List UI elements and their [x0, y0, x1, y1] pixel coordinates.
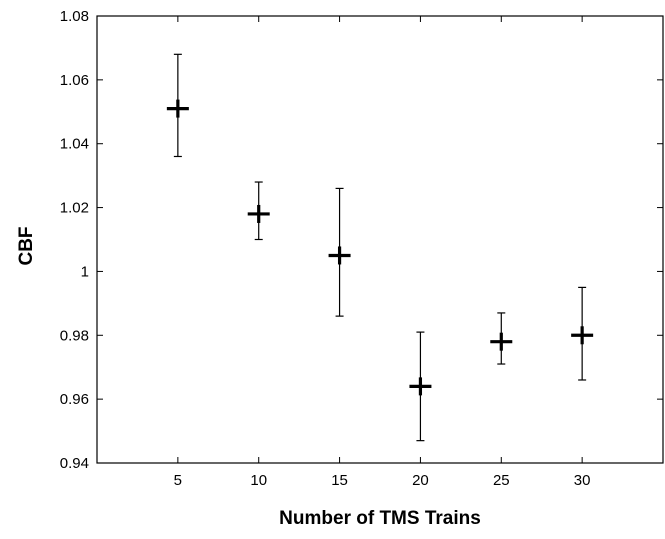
data-point — [328, 187, 351, 317]
x-tick-label: 10 — [250, 472, 267, 489]
y-tick-label: 1.02 — [60, 200, 89, 217]
y-tick-label: 0.98 — [60, 327, 89, 344]
y-tick-label: 1 — [81, 263, 89, 280]
y-tick-label: 0.96 — [60, 391, 89, 408]
plot-frame — [96, 15, 664, 464]
x-tick-label: 5 — [174, 472, 182, 489]
x-tick-label: 25 — [493, 472, 510, 489]
axes — [96, 15, 664, 464]
x-axis-title: Number of TMS Trains — [279, 508, 481, 529]
x-tick-label: 30 — [574, 472, 591, 489]
y-tick-label: 0.94 — [60, 455, 89, 472]
data-point — [490, 312, 513, 365]
data-point — [166, 53, 189, 158]
data-point — [571, 286, 594, 381]
y-tick-label: 1.04 — [60, 136, 89, 153]
data-marks — [166, 53, 594, 442]
x-tick-label: 15 — [331, 472, 348, 489]
data-point — [247, 181, 270, 241]
tick-marks — [97, 15, 663, 464]
x-tick-label: 20 — [412, 472, 429, 489]
y-tick-label: 1.06 — [60, 72, 89, 89]
y-axis-title: CBF — [16, 226, 37, 265]
y-tick-label: 1.08 — [60, 8, 89, 25]
data-point — [409, 331, 432, 442]
tick-labels: 5 10 15 20 25 30 0.94 0.96 0.98 1 1.02 1.04 1.06 1.08 — [60, 8, 591, 489]
